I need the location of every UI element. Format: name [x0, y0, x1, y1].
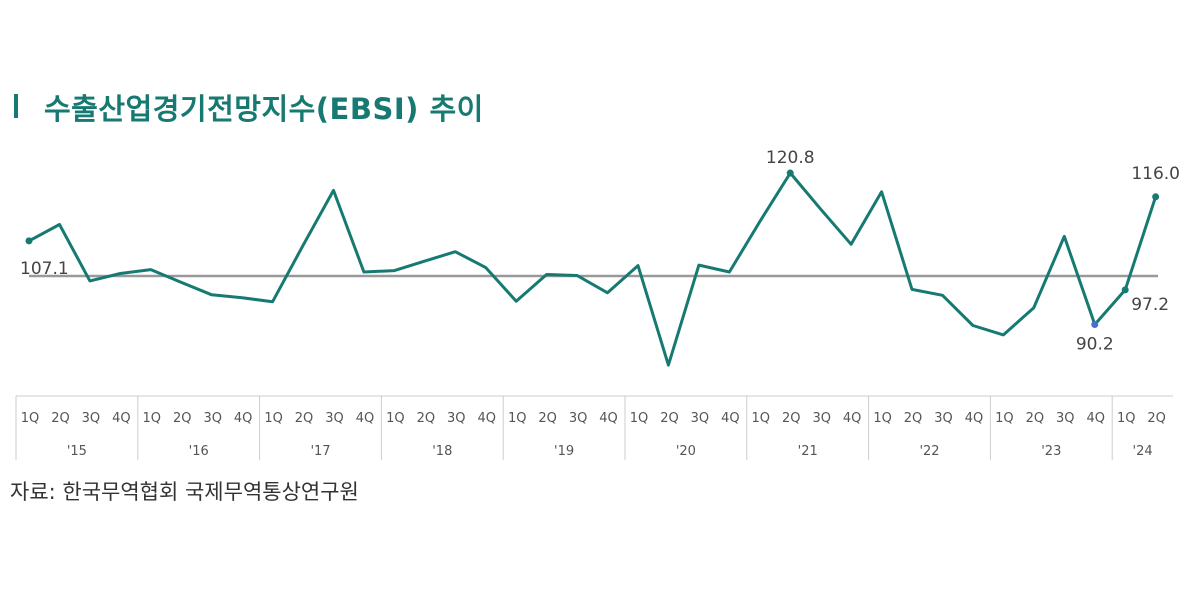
data-label: 120.8 — [766, 148, 815, 168]
year-tick-label: '23 — [1041, 444, 1061, 459]
year-tick-label: '19 — [554, 444, 574, 459]
quarter-tick-label: 4Q — [112, 411, 131, 426]
chart-title: 수출산업경기전망지수(EBSI) 추이 — [44, 92, 484, 126]
quarter-tick-label: 1Q — [21, 411, 40, 426]
quarter-tick-label: 1Q — [508, 411, 527, 426]
source-note: 자료: 한국무역협회 국제무역통상연구원 — [10, 480, 359, 504]
quarter-tick-label: 4Q — [599, 411, 618, 426]
quarter-tick-label: 2Q — [1147, 411, 1166, 426]
year-tick-label: '16 — [189, 444, 209, 459]
quarter-tick-label: 4Q — [965, 411, 984, 426]
data-point — [786, 169, 794, 177]
year-tick-label: '18 — [432, 444, 452, 459]
quarter-tick-label: 3Q — [1056, 411, 1075, 426]
year-tick-label: '21 — [798, 444, 818, 459]
quarter-tick-label: 2Q — [417, 411, 436, 426]
title-accent-bar — [14, 94, 18, 118]
quarter-tick-label: 2Q — [660, 411, 679, 426]
quarter-tick-label: 3Q — [812, 411, 831, 426]
quarter-tick-label: 2Q — [51, 411, 70, 426]
quarter-tick-label: 4Q — [843, 411, 862, 426]
quarter-tick-label: 4Q — [1086, 411, 1105, 426]
quarter-tick-label: 3Q — [569, 411, 588, 426]
quarter-tick-label: 2Q — [538, 411, 557, 426]
data-label: 116.0 — [1131, 164, 1180, 184]
data-point — [1152, 193, 1160, 201]
quarter-tick-label: 3Q — [934, 411, 953, 426]
quarter-tick-label: 1Q — [386, 411, 405, 426]
data-point — [1091, 321, 1099, 329]
quarter-tick-label: 1Q — [995, 411, 1014, 426]
quarter-tick-label: 2Q — [782, 411, 801, 426]
data-label: 97.2 — [1131, 295, 1169, 315]
quarter-tick-label: 4Q — [721, 411, 740, 426]
quarter-tick-label: 1Q — [264, 411, 283, 426]
quarter-tick-label: 2Q — [295, 411, 314, 426]
year-tick-label: '17 — [310, 444, 330, 459]
year-tick-label: '22 — [919, 444, 939, 459]
data-point — [1121, 286, 1129, 294]
quarter-tick-label: 1Q — [752, 411, 771, 426]
quarter-tick-label: 2Q — [1026, 411, 1045, 426]
quarter-tick-label: 3Q — [82, 411, 101, 426]
data-label: 90.2 — [1076, 335, 1114, 355]
data-label: 107.1 — [20, 259, 69, 279]
quarter-tick-label: 1Q — [873, 411, 892, 426]
year-tick-label: '24 — [1133, 444, 1153, 459]
year-tick-label: '15 — [67, 444, 87, 459]
quarter-tick-label: 1Q — [630, 411, 649, 426]
quarter-tick-label: 4Q — [477, 411, 496, 426]
quarter-tick-label: 3Q — [447, 411, 466, 426]
quarter-tick-label: 1Q — [143, 411, 162, 426]
quarter-tick-label: 3Q — [325, 411, 344, 426]
quarter-tick-label: 3Q — [203, 411, 222, 426]
quarter-tick-label: 1Q — [1117, 411, 1136, 426]
quarter-tick-label: 3Q — [691, 411, 710, 426]
quarter-tick-label: 2Q — [904, 411, 923, 426]
ebsi-series-line — [28, 171, 1158, 367]
quarter-tick-label: 4Q — [234, 411, 253, 426]
quarter-tick-label: 4Q — [356, 411, 375, 426]
data-point — [25, 237, 33, 245]
year-tick-label: '20 — [676, 444, 696, 459]
quarter-tick-label: 2Q — [173, 411, 192, 426]
